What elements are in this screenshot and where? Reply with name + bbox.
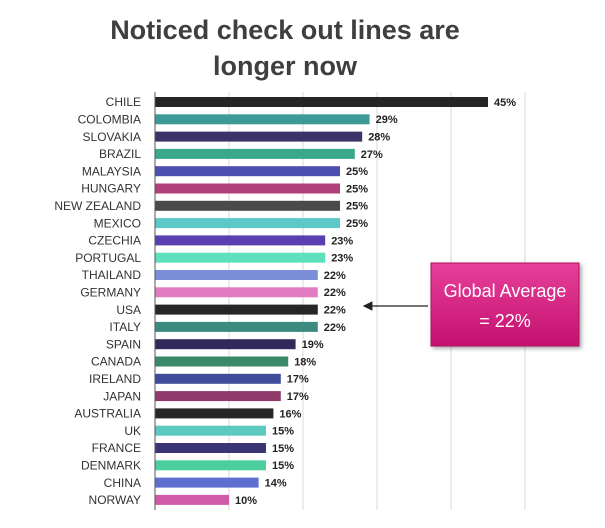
bar	[155, 391, 281, 402]
value-label: 22%	[324, 305, 346, 317]
bar	[155, 356, 289, 367]
value-label: 29%	[376, 114, 398, 126]
category-label: MEXICO	[94, 216, 141, 230]
value-label: 25%	[346, 218, 368, 230]
category-label: COLOMBIA	[78, 112, 141, 126]
bar	[155, 166, 340, 177]
value-label: 17%	[287, 374, 309, 386]
category-label: GERMANY	[80, 285, 141, 299]
bar	[155, 183, 340, 194]
bar	[155, 218, 340, 229]
bar	[155, 321, 318, 332]
value-label: 19%	[302, 339, 324, 351]
value-label: 17%	[287, 391, 309, 403]
value-label: 16%	[279, 408, 301, 420]
category-label: SLOVAKIA	[83, 130, 141, 144]
category-label: USA	[116, 303, 141, 317]
value-label: 27%	[361, 149, 383, 161]
category-label: UK	[124, 424, 141, 438]
bar	[155, 131, 363, 142]
value-label: 25%	[346, 183, 368, 195]
annotation-box	[430, 262, 580, 347]
bar	[155, 373, 281, 384]
bar	[155, 460, 266, 471]
value-label: 14%	[265, 478, 287, 490]
bar	[155, 494, 229, 505]
bar	[155, 304, 318, 315]
value-label: 23%	[331, 253, 353, 265]
category-label: FRANCE	[92, 441, 141, 455]
value-label: 22%	[324, 287, 346, 299]
value-label: 28%	[368, 132, 390, 144]
bar	[155, 252, 326, 263]
category-label: CHILE	[106, 95, 141, 109]
bar	[155, 148, 355, 159]
bar	[155, 235, 326, 246]
value-label: 22%	[324, 270, 346, 282]
bar	[155, 477, 259, 488]
value-label: 25%	[346, 166, 368, 178]
category-label: DENMARK	[81, 458, 141, 472]
bar	[155, 339, 296, 350]
category-label: SPAIN	[106, 337, 141, 351]
annotation-text: Global Average	[444, 281, 567, 301]
annotation-text: = 22%	[479, 311, 531, 331]
category-label: AUSTRALIA	[74, 407, 141, 421]
category-label: CZECHIA	[88, 234, 141, 248]
value-label: 15%	[272, 426, 294, 438]
bar	[155, 200, 340, 211]
bar	[155, 97, 488, 107]
category-label: HUNGARY	[81, 182, 141, 196]
value-label: 15%	[272, 460, 294, 472]
value-label: 22%	[324, 322, 346, 334]
bar	[155, 408, 274, 419]
bar	[155, 114, 370, 125]
bar	[155, 425, 266, 436]
category-label: THAILAND	[82, 268, 142, 282]
category-label: MALAYSIA	[82, 164, 141, 178]
value-label: 23%	[331, 235, 353, 247]
value-label: 10%	[235, 495, 257, 507]
bar	[155, 443, 266, 453]
chart-title: Noticed check out lines are longer now	[110, 15, 460, 81]
bars: CHILE 45% COLOMBIA 29% SLOVAKIA 28% BRAZIL 27% M…	[54, 95, 516, 507]
category-label: BRAZIL	[99, 147, 141, 161]
value-label: 18%	[294, 356, 316, 368]
category-label: CANADA	[91, 355, 141, 369]
category-label: NORWAY	[89, 493, 141, 507]
category-label: IRELAND	[89, 372, 141, 386]
category-label: PORTUGAL	[75, 251, 141, 265]
category-label: JAPAN	[103, 389, 141, 403]
value-label: 15%	[272, 443, 294, 455]
value-label: 45%	[494, 97, 516, 109]
category-label: CHINA	[104, 476, 141, 490]
category-label: ITALY	[109, 320, 141, 334]
bar	[155, 287, 318, 298]
value-label: 25%	[346, 201, 368, 213]
bar	[155, 270, 318, 280]
category-label: NEW ZEALAND	[54, 199, 141, 213]
